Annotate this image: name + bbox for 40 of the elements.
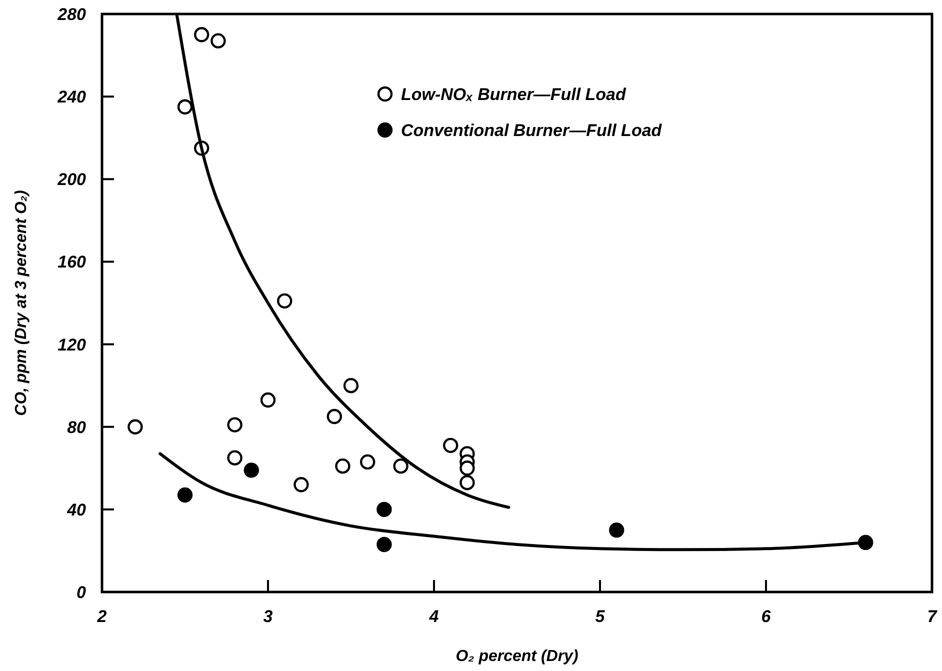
point xyxy=(294,477,309,492)
point xyxy=(376,536,392,552)
point xyxy=(227,417,242,432)
x-tick-label: 4 xyxy=(428,607,440,626)
point xyxy=(177,487,193,503)
point xyxy=(326,408,342,424)
point xyxy=(443,438,458,454)
point xyxy=(177,99,193,114)
point xyxy=(277,293,292,309)
y-tick-label: 240 xyxy=(56,88,87,107)
y-tick-label: 200 xyxy=(56,170,87,190)
x-tick-label: 5 xyxy=(595,607,606,626)
y-axis-title: CO, ppm (Dry at 3 percent O₂) xyxy=(13,190,30,416)
x-tick-label: 7 xyxy=(927,607,938,626)
point xyxy=(128,419,143,434)
point xyxy=(194,27,210,42)
x-axis-title: O₂ percent (Dry) xyxy=(456,648,578,665)
x-tick-label: 3 xyxy=(263,607,274,626)
point xyxy=(260,392,276,408)
point xyxy=(609,522,624,538)
y-tick-label: 80 xyxy=(67,418,87,437)
point xyxy=(343,378,359,394)
x-tick-label: 2 xyxy=(96,607,108,626)
x-tick-label: 6 xyxy=(761,607,772,626)
point xyxy=(360,454,376,470)
point xyxy=(244,462,259,478)
point xyxy=(460,460,475,476)
point xyxy=(227,450,242,466)
point xyxy=(460,474,475,490)
point xyxy=(376,502,392,518)
legend-label: Conventional Burner—Full Load xyxy=(401,121,662,140)
y-tick-label: 0 xyxy=(76,583,87,602)
point xyxy=(393,458,408,474)
y-tick-label: 120 xyxy=(58,335,87,354)
y-tick-label: 40 xyxy=(66,500,87,520)
y-tick-label: 160 xyxy=(58,252,87,272)
legend-label: Low-NOₓ Burner—Full Load xyxy=(401,85,626,104)
point xyxy=(335,458,350,474)
y-tick-label: 280 xyxy=(56,5,87,24)
point xyxy=(210,33,226,48)
